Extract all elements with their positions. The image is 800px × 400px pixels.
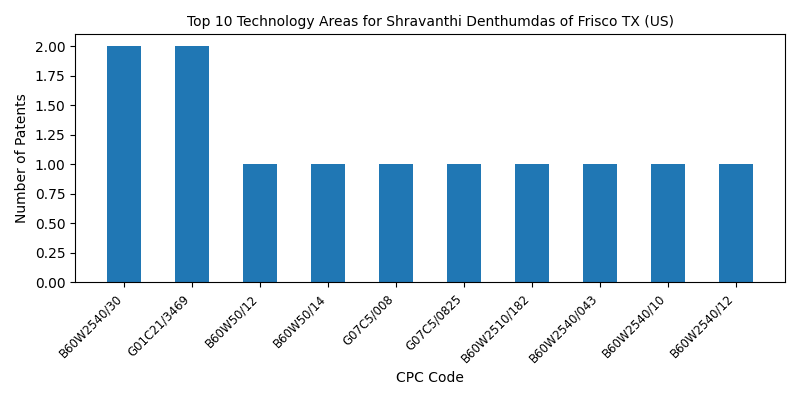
X-axis label: CPC Code: CPC Code xyxy=(396,371,464,385)
Bar xyxy=(515,164,549,282)
Title: Top 10 Technology Areas for Shravanthi Denthumdas of Frisco TX (US): Top 10 Technology Areas for Shravanthi D… xyxy=(186,15,674,29)
Bar xyxy=(447,164,481,282)
Bar xyxy=(107,46,142,282)
Bar xyxy=(379,164,413,282)
Bar xyxy=(243,164,277,282)
Bar xyxy=(311,164,345,282)
Y-axis label: Number of Patents: Number of Patents xyxy=(15,94,29,223)
Bar xyxy=(718,164,753,282)
Bar xyxy=(583,164,617,282)
Bar xyxy=(175,46,210,282)
Bar xyxy=(651,164,685,282)
